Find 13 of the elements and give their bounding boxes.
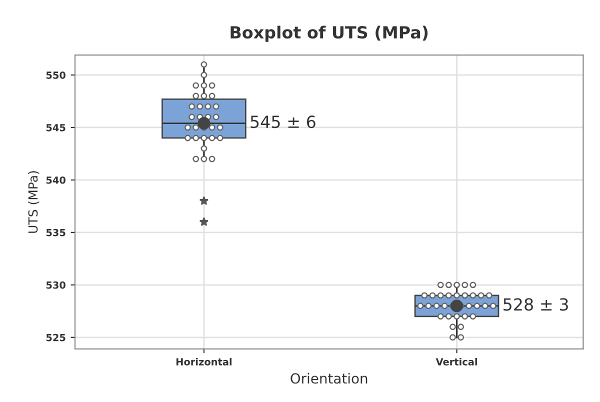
annotation: 545 ± 6 [250,116,316,128]
x-tick-label: Horizontal [176,358,232,366]
y-tick-label: 545 [46,124,66,132]
y-axis-title: UTS (MPa) [28,171,40,233]
chart-title: Boxplot of UTS (MPa) [230,26,428,42]
y-tick-label: 540 [46,176,66,184]
annotation: 528 ± 3 [504,298,568,311]
y-tick-label: 535 [46,228,66,236]
y-tick-label: 530 [46,281,66,289]
y-tick-label: 525 [46,334,66,342]
x-axis-title: Orientation [290,372,368,384]
x-tick-label: Vertical [436,358,477,366]
y-tick-label: 550 [46,71,66,79]
